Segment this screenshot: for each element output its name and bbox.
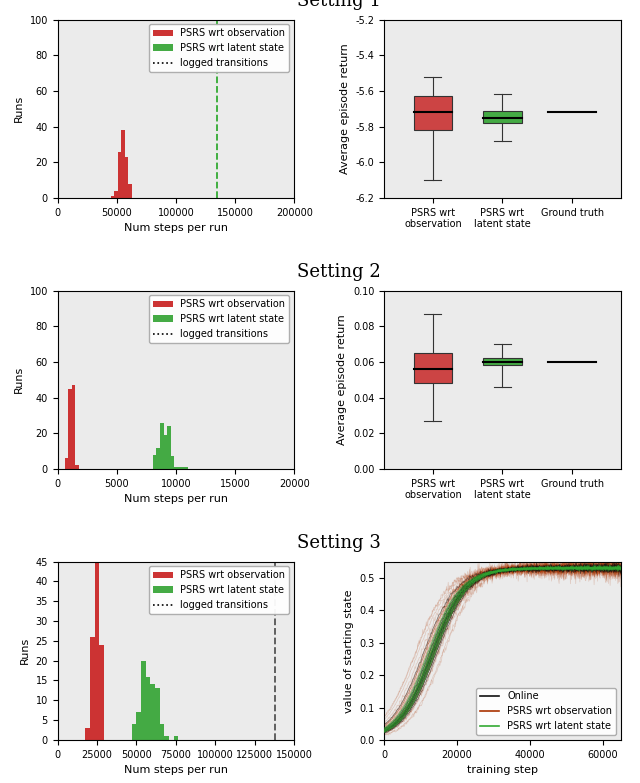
Bar bbox=[157, 448, 160, 469]
Bar bbox=[185, 467, 188, 469]
Bar bbox=[72, 385, 76, 469]
Bar bbox=[136, 713, 141, 740]
X-axis label: Num steps per run: Num steps per run bbox=[124, 765, 228, 775]
Bar bbox=[121, 130, 125, 198]
Text: Setting 1: Setting 1 bbox=[297, 0, 381, 10]
Bar bbox=[68, 388, 72, 469]
Bar bbox=[167, 426, 171, 469]
Bar bbox=[85, 728, 90, 740]
Bar bbox=[114, 191, 118, 198]
Bar bbox=[118, 152, 121, 198]
Bar bbox=[99, 645, 104, 740]
Bar bbox=[413, 96, 452, 130]
Bar bbox=[146, 677, 150, 740]
Bar bbox=[181, 467, 185, 469]
Y-axis label: Runs: Runs bbox=[14, 95, 24, 122]
Y-axis label: Runs: Runs bbox=[20, 637, 30, 665]
X-axis label: Num steps per run: Num steps per run bbox=[124, 223, 228, 233]
Bar bbox=[125, 157, 128, 198]
Bar bbox=[483, 110, 522, 123]
X-axis label: Num steps per run: Num steps per run bbox=[124, 494, 228, 504]
Legend: PSRS wrt observation, PSRS wrt latent state, logged transitions: PSRS wrt observation, PSRS wrt latent st… bbox=[149, 24, 289, 72]
Bar bbox=[164, 736, 169, 740]
Bar bbox=[160, 423, 164, 469]
Bar bbox=[76, 465, 79, 469]
Bar bbox=[128, 184, 132, 198]
Legend: PSRS wrt observation, PSRS wrt latent state, logged transitions: PSRS wrt observation, PSRS wrt latent st… bbox=[149, 566, 289, 614]
Y-axis label: Average episode return: Average episode return bbox=[340, 43, 350, 174]
Text: Setting 3: Setting 3 bbox=[297, 534, 381, 552]
Y-axis label: Runs: Runs bbox=[14, 366, 24, 393]
Bar bbox=[95, 554, 99, 740]
Bar bbox=[132, 724, 136, 740]
Text: Setting 2: Setting 2 bbox=[298, 263, 381, 281]
Bar bbox=[150, 684, 155, 740]
Bar bbox=[174, 467, 178, 469]
Bar bbox=[153, 455, 157, 469]
Legend: Online, PSRS wrt observation, PSRS wrt latent state: Online, PSRS wrt observation, PSRS wrt l… bbox=[476, 687, 616, 735]
Bar bbox=[413, 353, 452, 384]
Y-axis label: Average episode return: Average episode return bbox=[337, 315, 348, 445]
Bar bbox=[155, 688, 159, 740]
Bar bbox=[65, 458, 68, 469]
X-axis label: training step: training step bbox=[467, 765, 538, 775]
Bar bbox=[111, 196, 114, 198]
Bar bbox=[90, 637, 95, 740]
Bar bbox=[141, 661, 146, 740]
Bar bbox=[173, 736, 178, 740]
Y-axis label: value of starting state: value of starting state bbox=[344, 589, 353, 713]
Legend: PSRS wrt observation, PSRS wrt latent state, logged transitions: PSRS wrt observation, PSRS wrt latent st… bbox=[149, 295, 289, 343]
Bar bbox=[164, 435, 167, 469]
Bar bbox=[171, 456, 174, 469]
Bar bbox=[159, 724, 164, 740]
Bar bbox=[483, 359, 522, 366]
Bar bbox=[178, 467, 181, 469]
